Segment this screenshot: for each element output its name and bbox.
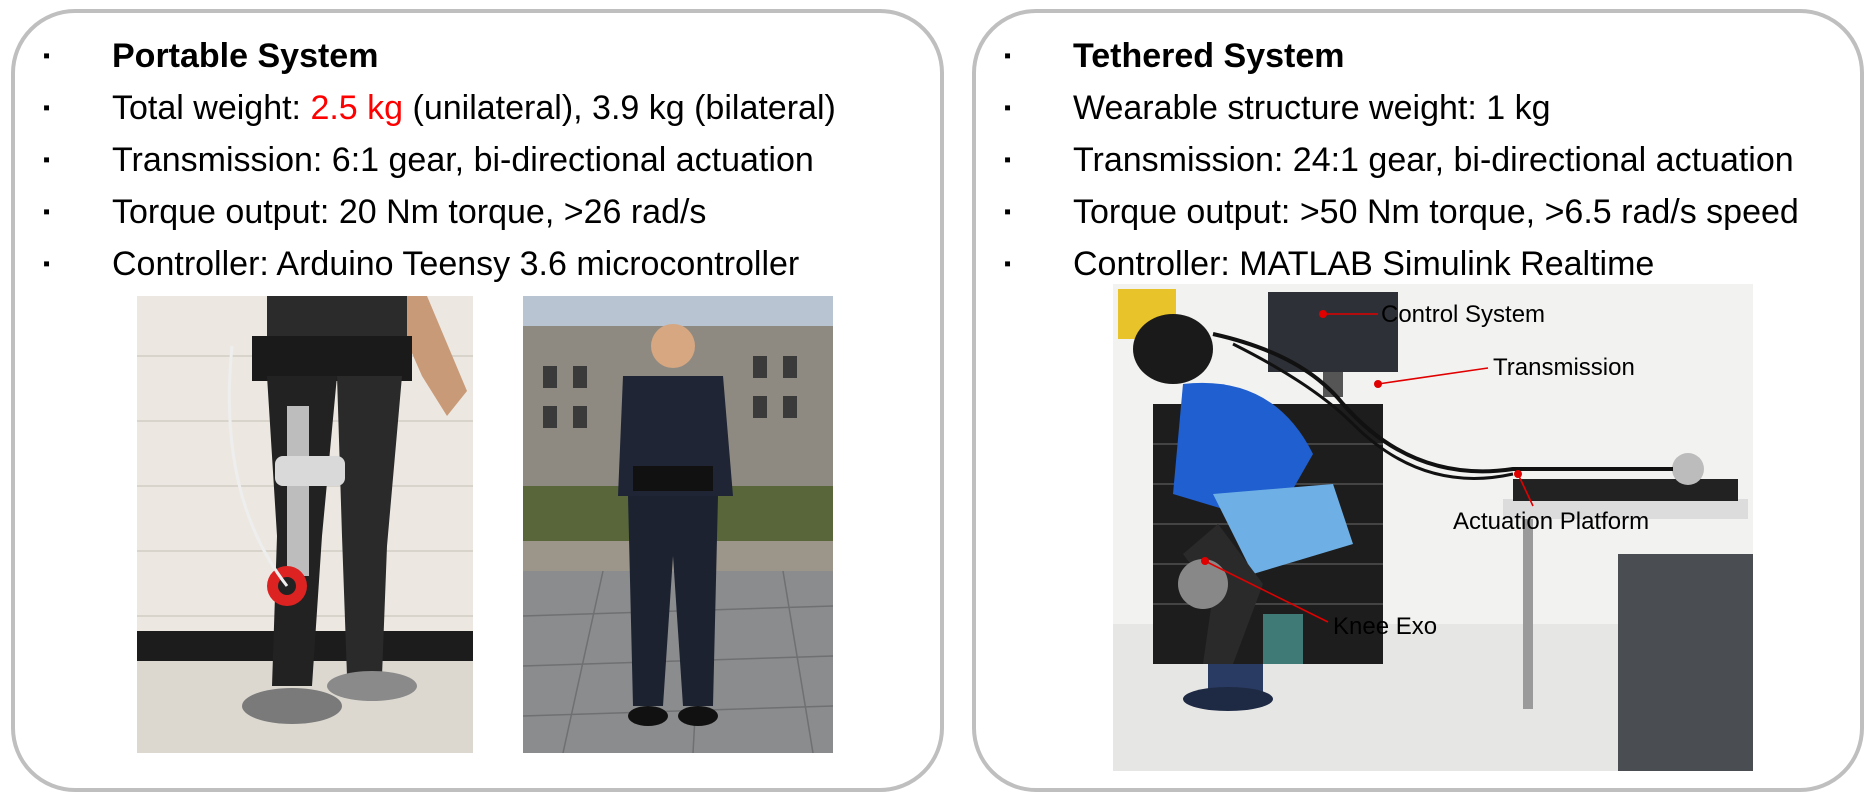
bullet-marker: ▪ (1004, 45, 1012, 67)
bullet-marker: ▪ (1004, 253, 1012, 275)
weight-highlight: 2.5 kg (310, 89, 404, 127)
portable-transmission: ▪ Transmission: 6:1 gear, bi-directional … (43, 134, 836, 186)
actuation-platform-leader-line (1517, 473, 1534, 507)
transmission-leader-line (1377, 367, 1489, 385)
portable-torque: ▪ Torque output: 20 Nm torque, >26 rad/s (43, 186, 836, 238)
bullet-marker: ▪ (43, 149, 51, 171)
tethered-torque: ▪ Torque output: >50 Nm torque, >6.5 rad/… (1004, 186, 1799, 238)
bullet-marker: ▪ (43, 201, 51, 223)
bullet-marker: ▪ (43, 45, 51, 67)
transmission-marker (1374, 380, 1382, 388)
bullet-marker: ▪ (1004, 149, 1012, 171)
tethered-controller: ▪ Controller: MATLAB Simulink Realtime (1004, 238, 1799, 290)
actuation-platform-base (1513, 479, 1738, 501)
tethered-weight: ▪ Wearable structure weight: 1 kg (1004, 82, 1799, 134)
transmission-label: Transmission (1493, 354, 1635, 381)
knee-exo-device (1178, 559, 1228, 609)
portable-spec-list: ▪ Portable System ▪ Total weight: 2.5 kg (… (43, 30, 836, 290)
control-system-label: Control System (1381, 301, 1545, 328)
bullet-marker: ▪ (43, 97, 51, 119)
portable-weight: ▪ Total weight: 2.5 kg (unilateral), 3.9 … (43, 82, 836, 134)
actuation-platform-label: Actuation Platform (1453, 508, 1649, 535)
portable-exo-outdoor-photo (523, 296, 833, 753)
tethered-transmission: ▪ Transmission: 24:1 gear, bi-directional… (1004, 134, 1799, 186)
tethered-system-panel: ▪ Tethered System ▪ Wearable structure wei… (972, 9, 1864, 792)
monitor (1268, 292, 1398, 372)
bullet-marker: ▪ (43, 253, 51, 275)
bullet-marker: ▪ (1004, 201, 1012, 223)
portable-system-panel: ▪ Portable System ▪ Total weight: 2.5 kg (… (11, 9, 944, 792)
tethered-title: ▪ Tethered System (1004, 30, 1799, 82)
knee-exo-marker (1201, 557, 1209, 565)
portable-controller: ▪ Controller: Arduino Teensy 3.6 microcon… (43, 238, 836, 290)
bullet-marker: ▪ (1004, 97, 1012, 119)
tethered-spec-list: ▪ Tethered System ▪ Wearable structure wei… (1004, 30, 1799, 290)
knee-exo-label: Knee Exo (1333, 613, 1437, 640)
portable-exo-side-photo (137, 296, 473, 753)
actuation-platform-marker (1514, 470, 1522, 478)
tethered-lab-photo: Control System Transmission Actuation Pl… (1113, 284, 1753, 771)
knee-exo-leader-line (1204, 560, 1329, 623)
control-system-marker (1319, 310, 1327, 318)
portable-title: ▪ Portable System (43, 30, 836, 82)
